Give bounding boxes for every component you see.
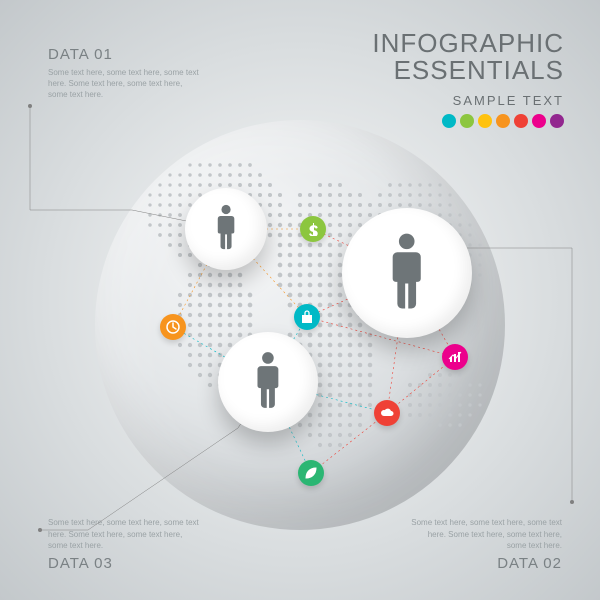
palette-swatch	[550, 114, 564, 128]
header: INFOGRAPHIC ESSENTIALS SAMPLE TEXT	[372, 30, 564, 128]
cloud-icon	[374, 400, 400, 426]
person-icon	[254, 351, 282, 414]
title-line-1: INFOGRAPHIC	[372, 28, 564, 58]
palette-swatch	[532, 114, 546, 128]
palette-swatch	[514, 114, 528, 128]
person-node	[342, 208, 472, 338]
person-icon	[215, 204, 237, 255]
chart-icon	[442, 344, 468, 370]
data-label: DATA 02	[407, 555, 562, 572]
data-label: DATA 03	[48, 555, 203, 572]
data-block-01: DATA 01 Some text here, some text here, …	[48, 46, 203, 101]
leaf-icon	[298, 460, 324, 486]
title: INFOGRAPHIC ESSENTIALS	[372, 30, 564, 85]
person-node	[185, 188, 267, 270]
person-icon	[388, 232, 425, 315]
person-node	[218, 332, 318, 432]
clock-icon	[160, 314, 186, 340]
title-line-2: ESSENTIALS	[394, 55, 564, 85]
subtitle: SAMPLE TEXT	[372, 93, 564, 108]
dollar-icon	[300, 216, 326, 242]
bag-icon	[294, 304, 320, 330]
data-blurb: Some text here, some text here, some tex…	[48, 67, 203, 101]
data-label: DATA 01	[48, 46, 203, 63]
